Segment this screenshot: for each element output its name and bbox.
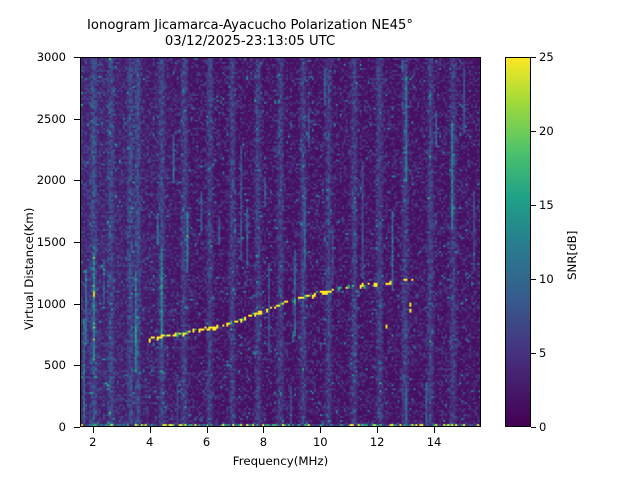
y-tick-mark (74, 365, 80, 367)
y-tick-label: 3000 (36, 50, 66, 64)
y-tick-mark (74, 427, 80, 428)
colorbar-tick-mark (531, 279, 536, 280)
x-tick-label: 4 (146, 435, 154, 449)
colorbar-tick-mark (531, 57, 536, 58)
x-tick-label: 8 (259, 435, 268, 449)
y-tick-label: 1000 (36, 296, 66, 311)
x-tick-mark (434, 427, 436, 433)
ionogram-plot-area (80, 57, 481, 427)
x-tick-label: 6 (202, 435, 211, 449)
colorbar-tick-mark (531, 353, 536, 354)
colorbar-tick-mark (531, 131, 536, 132)
colorbar-tick-label: 25 (539, 50, 554, 64)
x-tick-label: 2 (89, 435, 97, 449)
x-tick-mark (377, 427, 379, 433)
x-tick-label: 12 (369, 435, 385, 449)
x-tick-label: 10 (312, 435, 328, 449)
colorbar (505, 57, 531, 427)
y-tick-label: 2000 (36, 173, 66, 188)
y-axis-label: Virtual Distance(Km) (22, 207, 36, 330)
colorbar-tick-label: 5 (539, 346, 547, 360)
y-tick-mark (74, 180, 80, 182)
x-tick-mark (320, 427, 322, 433)
figure-title: Ionogram Jicamarca-Ayacucho Polarization… (87, 18, 413, 49)
y-tick-mark (74, 303, 80, 305)
y-tick-mark (74, 118, 80, 120)
ionogram-heatmap-canvas (81, 58, 480, 426)
colorbar-tick-mark (531, 427, 536, 428)
y-tick-label: 1500 (36, 235, 66, 249)
x-axis-label: Frequency(MHz) (232, 454, 329, 468)
colorbar-tick-mark (531, 205, 536, 206)
colorbar-tick-label: 15 (539, 198, 554, 212)
y-tick-mark (74, 57, 80, 58)
y-tick-mark (74, 242, 80, 243)
x-tick-mark (206, 427, 208, 433)
x-tick-mark (92, 427, 94, 433)
colorbar-tick-label: 20 (539, 124, 554, 138)
x-tick-label: 14 (426, 435, 442, 449)
y-tick-label: 0 (58, 420, 66, 434)
y-tick-label: 500 (44, 358, 66, 373)
x-tick-mark (149, 427, 151, 433)
x-tick-mark (263, 427, 265, 433)
colorbar-label: SNR[dB] (565, 230, 579, 280)
colorbar-tick-label: 0 (539, 420, 547, 434)
colorbar-tick-label: 10 (539, 272, 554, 286)
y-tick-label: 2500 (36, 111, 66, 126)
